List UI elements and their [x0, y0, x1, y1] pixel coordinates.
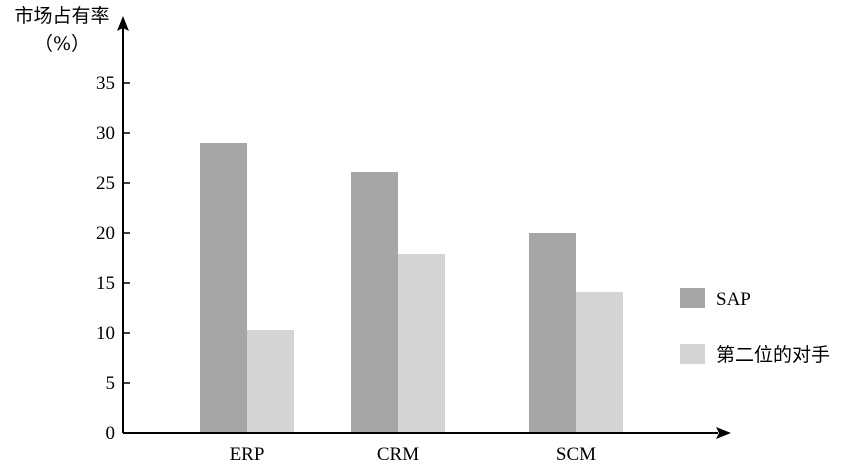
legend-label: 第二位的对手	[716, 344, 830, 366]
x-category-label: CRM	[377, 444, 419, 464]
y-tick-label: 20	[96, 223, 115, 244]
y-tick-label: 35	[96, 73, 115, 94]
bar-crm-series-0	[351, 172, 398, 433]
bar-scm-series-1	[576, 292, 623, 433]
legend: SAP 第二位的对手	[680, 288, 830, 366]
y-axis-unit: （%）	[34, 33, 90, 55]
bars	[200, 143, 623, 433]
legend-swatch	[680, 288, 705, 308]
x-category-label: ERP	[230, 444, 265, 464]
y-axis-arrow	[117, 16, 129, 31]
y-tick-label: 10	[96, 323, 115, 344]
y-tick-label: 15	[96, 273, 115, 294]
bar-scm-series-0	[529, 233, 576, 433]
x-axis-arrow	[716, 427, 731, 439]
y-tick-label: 5	[106, 373, 116, 394]
x-category-label: SCM	[556, 444, 596, 464]
legend-swatch	[680, 344, 705, 364]
bar-erp-series-0	[200, 143, 247, 433]
y-axis-ticks: 0 5 10 15 20 25 30 35	[96, 73, 130, 444]
bar-erp-series-1	[247, 330, 294, 433]
y-tick-label: 30	[96, 123, 115, 144]
y-tick-label: 25	[96, 173, 115, 194]
bar-crm-series-1	[398, 254, 445, 433]
x-axis-categories: ERP CRM SCM	[230, 444, 597, 464]
y-tick-label: 0	[106, 423, 116, 444]
y-axis-title: 市场占有率	[14, 5, 109, 27]
legend-label: SAP	[716, 289, 751, 310]
